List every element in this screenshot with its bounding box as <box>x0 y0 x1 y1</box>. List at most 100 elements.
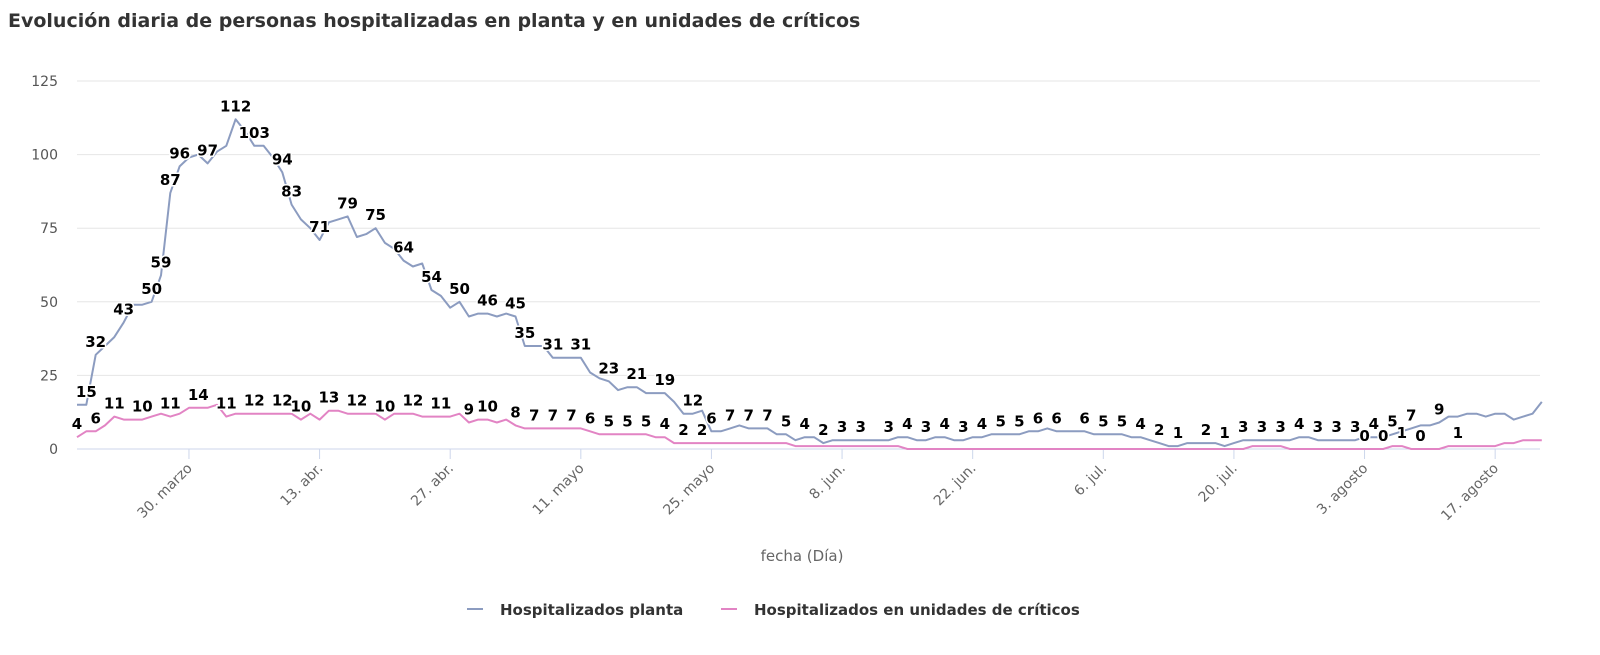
data-label: 6 <box>585 409 595 427</box>
data-label: 3 <box>1331 418 1341 436</box>
data-label: 4 <box>72 415 82 433</box>
legend-item[interactable]: Hospitalizados planta <box>467 601 683 619</box>
data-label: 96 <box>169 144 190 162</box>
data-label: 46 <box>477 292 498 310</box>
data-label: 3 <box>856 418 866 436</box>
data-label: 79 <box>337 194 358 212</box>
data-label: 7 <box>1406 406 1416 424</box>
y-tick-label: 125 <box>31 74 58 90</box>
data-label: 64 <box>393 239 414 257</box>
data-label: 4 <box>977 415 987 433</box>
y-axis-ticks: 0 25 50 75 100 125 <box>31 74 58 458</box>
data-label: 1 <box>1173 424 1183 442</box>
data-label: 10 <box>477 398 498 416</box>
data-label: 1 <box>1219 424 1229 442</box>
data-label: 12 <box>346 392 367 410</box>
x-tick-label: 11. mayo <box>530 461 588 519</box>
data-label: 1 <box>1397 424 1407 442</box>
data-label: 4 <box>660 415 670 433</box>
data-label: 83 <box>281 183 302 201</box>
data-label: 6 <box>1079 409 1089 427</box>
data-label: 1 <box>1453 424 1463 442</box>
data-label: 2 <box>818 421 828 439</box>
data-label: 3 <box>1238 418 1248 436</box>
data-label: 11 <box>104 395 125 413</box>
data-label: 31 <box>542 336 563 354</box>
legend-label: Hospitalizados en unidades de críticos <box>754 601 1080 619</box>
data-label: 15 <box>76 383 97 401</box>
data-label: 12 <box>272 392 293 410</box>
data-label: 4 <box>800 415 810 433</box>
y-tick-label: 100 <box>31 148 58 164</box>
data-label: 6 <box>1033 409 1043 427</box>
data-label: 50 <box>141 280 162 298</box>
data-label: 13 <box>318 389 339 407</box>
data-label: 10 <box>132 398 153 416</box>
data-label: 45 <box>505 295 526 313</box>
data-label: 0 <box>1415 427 1425 445</box>
legend-label: Hospitalizados planta <box>500 601 683 619</box>
series-line-planta[interactable] <box>77 118 1543 448</box>
x-tick-label: 17. agosto <box>1438 461 1502 525</box>
y-tick-label: 25 <box>40 368 58 384</box>
data-label: 7 <box>725 406 735 424</box>
data-label: 11 <box>430 395 451 413</box>
data-label: 3 <box>1350 418 1360 436</box>
data-label: 4 <box>1135 415 1145 433</box>
data-label: 71 <box>309 218 330 236</box>
data-label: 4 <box>902 415 912 433</box>
data-label: 23 <box>598 359 619 377</box>
y-tick-label: 0 <box>49 442 58 458</box>
data-label: 5 <box>781 412 791 430</box>
legend: Hospitalizados planta Hospitalizados en u… <box>467 601 1080 619</box>
y-tick-label: 75 <box>40 221 58 237</box>
data-label: 2 <box>1154 421 1164 439</box>
data-label: 50 <box>449 280 470 298</box>
x-axis-title: fecha (Día) <box>761 547 844 565</box>
data-label: 3 <box>837 418 847 436</box>
gridlines <box>77 80 1540 450</box>
x-tick-label: 25. mayo <box>660 461 718 519</box>
data-label: 7 <box>548 406 558 424</box>
data-label: 6 <box>1051 409 1061 427</box>
data-label: 5 <box>604 412 614 430</box>
x-tick-label: 30. marzo <box>135 461 196 522</box>
data-label: 5 <box>1098 412 1108 430</box>
data-label: 3 <box>1275 418 1285 436</box>
x-tick-label: 27. abr. <box>408 461 457 510</box>
data-label: 12 <box>244 392 265 410</box>
x-tick-label: 8. jun. <box>807 461 849 503</box>
legend-item[interactable]: Hospitalizados en unidades de críticos <box>721 601 1080 619</box>
data-label: 4 <box>1294 415 1304 433</box>
data-label: 4 <box>939 415 949 433</box>
data-label: 43 <box>113 300 134 318</box>
data-label: 10 <box>290 398 311 416</box>
data-label: 59 <box>151 253 172 271</box>
data-label: 32 <box>85 333 106 351</box>
data-label: 9 <box>464 401 474 419</box>
y-tick-label: 50 <box>40 295 58 311</box>
data-label: 94 <box>272 150 293 168</box>
x-tick-label: 20. jul. <box>1196 461 1241 506</box>
data-label: 11 <box>216 395 237 413</box>
series-line-criticos[interactable] <box>76 403 1542 450</box>
data-label: 35 <box>514 324 535 342</box>
data-label: 31 <box>570 336 591 354</box>
data-label: 4 <box>1369 415 1379 433</box>
data-label: 75 <box>365 206 386 224</box>
data-label: 2 <box>1201 421 1211 439</box>
x-tick-label: 13. abr. <box>278 461 327 510</box>
data-label: 5 <box>622 412 632 430</box>
data-label: 0 <box>1359 427 1369 445</box>
data-label: 19 <box>654 371 675 389</box>
data-label: 5 <box>1387 412 1397 430</box>
x-tick-label: 6. jul. <box>1071 461 1110 500</box>
data-label: 3 <box>883 418 893 436</box>
x-tick-label: 3. agosto <box>1314 461 1371 518</box>
data-label: 12 <box>682 392 703 410</box>
data-label: 2 <box>678 421 688 439</box>
data-label: 10 <box>374 398 395 416</box>
data-label: 6 <box>90 409 100 427</box>
